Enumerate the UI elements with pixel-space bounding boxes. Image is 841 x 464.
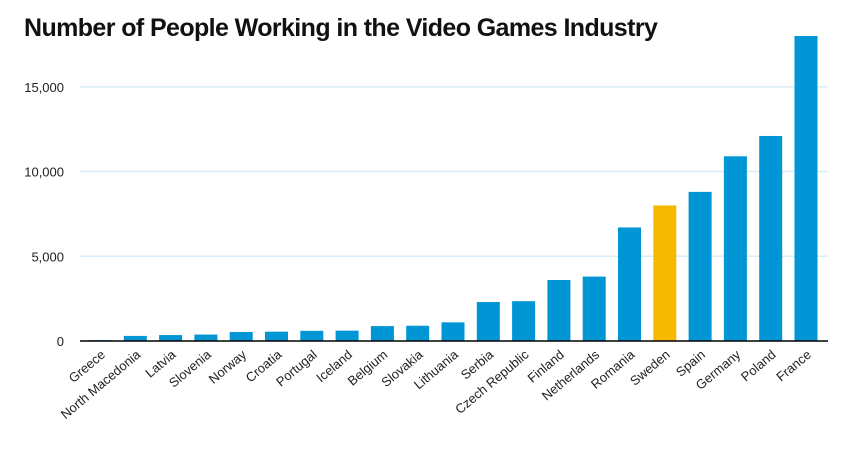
x-category-label: Poland — [738, 347, 779, 385]
bar-czech-republic — [512, 301, 536, 341]
bar-norway — [229, 332, 253, 341]
y-tick-label: 0 — [57, 334, 64, 349]
x-category-label: France — [773, 347, 814, 385]
chart-title: Number of People Working in the Video Ga… — [24, 14, 658, 42]
bar-north-macedonia — [123, 335, 147, 341]
x-category-label: Sweden — [627, 347, 673, 389]
bar-germany — [723, 156, 747, 341]
y-tick-label: 15,000 — [24, 80, 64, 95]
bar-croatia — [265, 331, 288, 341]
bar-iceland — [335, 330, 359, 341]
y-axis-tick-labels: 0 5,000 10,000 15,000 — [24, 80, 64, 349]
bar-slovenia — [194, 334, 218, 341]
bar-sweden — [653, 205, 677, 341]
bar-belgium — [370, 326, 394, 341]
bar-serbia — [476, 302, 500, 341]
bar-romania — [618, 227, 641, 341]
bar-latvia — [159, 335, 183, 341]
bar-netherlands — [582, 276, 606, 341]
bar-portugal — [300, 330, 324, 341]
y-tick-label: 5,000 — [31, 249, 64, 264]
bar-france — [794, 36, 818, 341]
x-category-label: Norway — [206, 346, 250, 386]
bar-lithuania — [441, 322, 465, 341]
bar-spain — [688, 191, 712, 341]
gridlines — [80, 86, 828, 258]
bar-finland — [547, 280, 571, 341]
bar-slovakia — [406, 325, 430, 341]
y-tick-label: 10,000 — [24, 165, 64, 180]
bars — [88, 36, 818, 341]
bar-poland — [759, 135, 783, 341]
